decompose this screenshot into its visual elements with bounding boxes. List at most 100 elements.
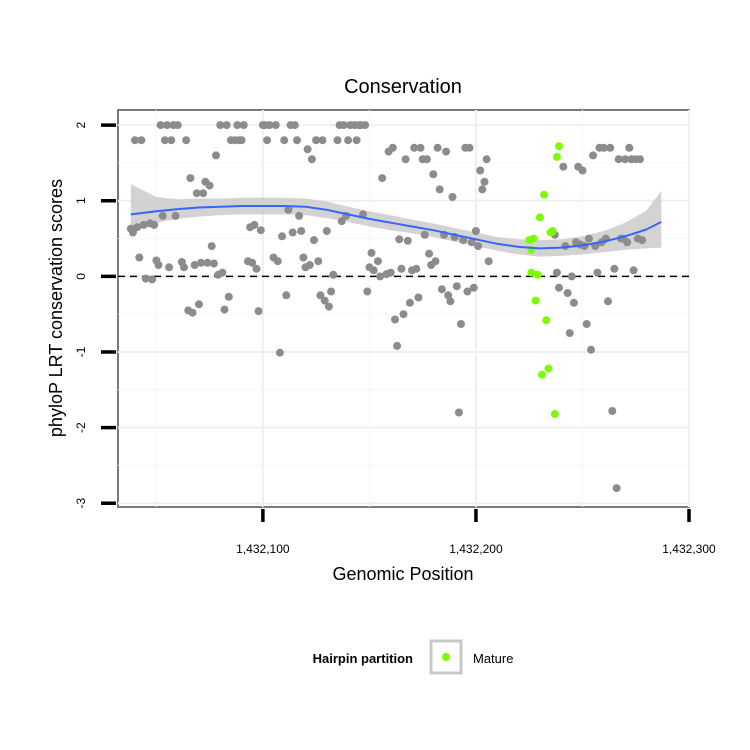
point-other	[431, 257, 440, 266]
point-other	[133, 223, 142, 232]
x-tick-label: 1,432,100	[236, 542, 290, 556]
y-tick-label: -3	[74, 498, 88, 509]
point-other	[399, 310, 408, 319]
point-other	[623, 238, 632, 247]
point-other	[606, 143, 615, 152]
point-other	[405, 298, 414, 307]
point-other	[139, 220, 148, 229]
point-other	[395, 235, 404, 244]
point-other	[435, 185, 444, 194]
legend-key-mature	[442, 653, 450, 661]
point-other	[452, 282, 461, 291]
x-tick-label: 1,432,300	[662, 542, 716, 556]
point-other	[482, 155, 491, 164]
point-other	[388, 143, 397, 152]
point-other	[303, 145, 312, 154]
point-other	[459, 236, 468, 245]
point-other	[621, 155, 630, 164]
point-mature	[540, 190, 549, 199]
point-other	[425, 249, 434, 258]
point-other	[305, 261, 314, 269]
point-other	[367, 248, 376, 257]
point-other	[565, 329, 574, 338]
point-other	[271, 121, 280, 130]
point-other	[141, 274, 150, 283]
point-other	[195, 300, 203, 309]
point-other	[295, 211, 304, 220]
point-other	[569, 298, 578, 307]
point-other	[363, 287, 372, 296]
point-other	[199, 189, 208, 198]
point-other	[369, 266, 378, 275]
point-other	[233, 121, 242, 130]
point-other	[403, 236, 412, 245]
point-other	[314, 257, 323, 266]
point-mature	[548, 227, 557, 235]
plot-panel	[117, 109, 690, 508]
point-other	[163, 121, 171, 130]
point-other	[254, 307, 263, 316]
point-other	[248, 258, 257, 267]
point-other	[190, 261, 199, 269]
y-tick-label: -2	[74, 422, 88, 433]
y-axis-title: phyloP LRT conservation scores	[46, 179, 66, 437]
confidence-band	[130, 184, 662, 257]
point-mature	[533, 270, 542, 279]
point-other	[636, 155, 644, 164]
point-other	[312, 136, 321, 145]
point-other	[401, 155, 410, 164]
point-other	[625, 143, 634, 152]
point-other	[442, 147, 451, 156]
point-mature	[527, 268, 536, 277]
point-other	[324, 302, 333, 311]
point-other	[135, 253, 144, 262]
point-other	[469, 283, 478, 292]
point-mature	[531, 296, 540, 305]
y-tick-label: 0	[74, 273, 88, 280]
point-other	[220, 305, 229, 314]
point-other	[391, 315, 399, 324]
point-other	[589, 151, 598, 160]
point-other	[563, 289, 572, 297]
point-other	[327, 287, 336, 296]
point-other	[578, 166, 587, 175]
point-other	[197, 258, 206, 267]
point-other	[280, 136, 289, 145]
point-other	[567, 272, 576, 281]
point-other	[212, 151, 220, 160]
point-other	[474, 242, 483, 251]
y-tick-label: -1	[74, 346, 88, 357]
x-axis-title: Genomic Position	[332, 564, 473, 584]
point-other	[410, 143, 419, 152]
point-other	[186, 174, 195, 183]
point-mature	[550, 410, 559, 418]
y-tick-label: 1	[74, 197, 88, 204]
point-other	[171, 211, 180, 220]
point-other	[480, 177, 489, 186]
point-other	[614, 155, 623, 164]
point-other	[337, 217, 346, 226]
point-other	[587, 345, 595, 354]
point-other	[457, 320, 465, 328]
point-other	[278, 232, 287, 241]
point-other	[299, 253, 308, 262]
point-other	[420, 230, 429, 239]
point-other	[209, 259, 218, 268]
point-other	[322, 227, 331, 235]
point-other	[252, 264, 261, 273]
point-other	[629, 266, 638, 275]
legend-title: Hairpin partition	[313, 651, 413, 666]
point-other	[344, 136, 353, 145]
point-other	[454, 408, 463, 417]
point-other	[584, 234, 593, 243]
point-other	[318, 136, 327, 145]
point-other	[378, 174, 387, 183]
point-other	[154, 261, 163, 269]
point-other	[290, 121, 299, 130]
point-other	[207, 242, 216, 251]
point-other	[284, 205, 293, 214]
point-other	[361, 121, 370, 130]
point-other	[429, 170, 438, 179]
point-other	[471, 227, 480, 235]
point-other	[297, 227, 306, 235]
